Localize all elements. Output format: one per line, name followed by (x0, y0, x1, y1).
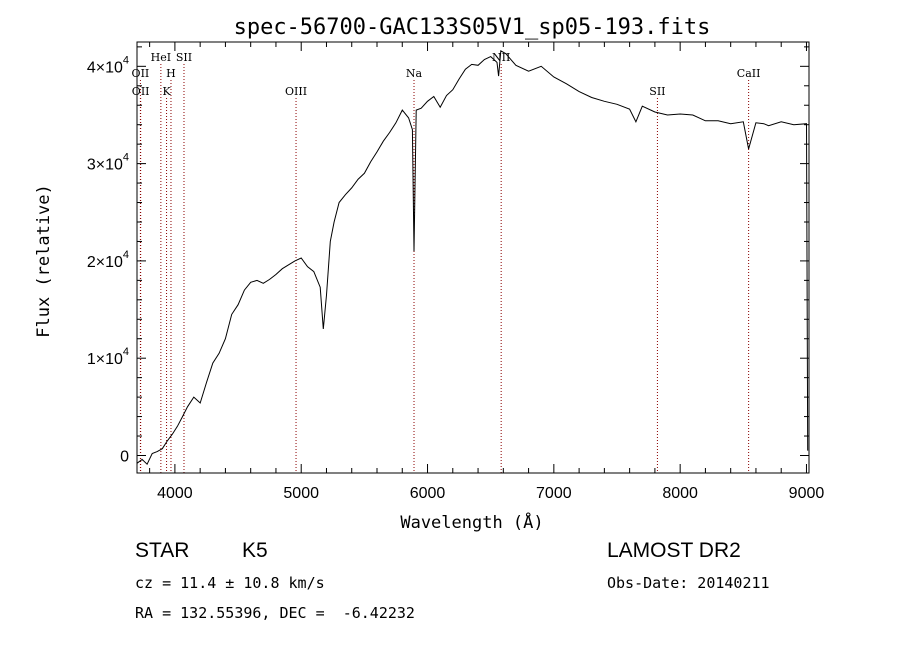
line-marker-label-1: OII (132, 85, 150, 98)
y-tick-mantissa: 4×10 (87, 59, 123, 76)
y-tick-label-2: 2×104 (87, 249, 129, 271)
object-class: STAR (135, 539, 190, 562)
line-marker-label-4: H (166, 67, 176, 80)
y-tick-label-3: 3×104 (87, 152, 129, 174)
y-tick-mantissa: 1×10 (87, 351, 123, 368)
x-tick-label-1: 5000 (283, 485, 319, 502)
y-tick-exponent: 4 (123, 54, 129, 66)
line-marker-label-3: K (162, 85, 171, 98)
line-marker-label-0: OII (132, 67, 150, 80)
y-tick-exponent: 4 (123, 152, 129, 164)
x-tick-label-5: 9000 (789, 485, 825, 502)
object-subclass: K5 (242, 539, 268, 562)
spectrum-line-0 (136, 49, 809, 466)
axis-ticks: 4000 5000 6000 7000 8000 900001×1042×1043×104… (87, 42, 825, 502)
y-tick-label-0: 0 (120, 448, 129, 465)
line-marker-label-10: CaII (737, 67, 761, 80)
series-layer (136, 49, 809, 466)
y-tick-exponent: 4 (123, 249, 129, 261)
obs-date-text: Obs-Date: 20140211 (607, 574, 770, 592)
coordinates-text: RA = 132.55396, DEC = -6.42232 (135, 604, 415, 622)
y-tick-label-4: 4×104 (87, 54, 129, 76)
redshift-text: cz = 11.4 ± 10.8 km/s (135, 574, 325, 592)
line-marker-label-8: NII (492, 51, 510, 64)
line-marker-label-2: HeI (151, 51, 171, 64)
y-axis-title: Flux (relative) (34, 184, 54, 338)
x-axis-title: Wavelength (Å) (400, 511, 543, 533)
x-tick-label-0: 4000 (157, 485, 193, 502)
y-tick-exponent: 4 (123, 346, 129, 358)
survey-name: LAMOST DR2 (607, 539, 741, 562)
x-tick-label-2: 6000 (410, 485, 446, 502)
plot-frame (136, 41, 810, 474)
line-marker-label-9: SII (649, 85, 665, 98)
line-marker-label-7: Na (406, 67, 423, 80)
y-tick-mantissa: 2×10 (87, 254, 123, 271)
y-tick-mantissa: 0 (120, 448, 129, 465)
line-marker-label-5: SII (176, 51, 192, 64)
chart-title: spec-56700-GAC133S05V1_sp05-193.fits (234, 15, 711, 40)
x-tick-label-4: 8000 (662, 485, 698, 502)
line-marker-label-6: OIII (285, 85, 307, 98)
y-tick-label-1: 1×104 (87, 346, 129, 368)
x-tick-label-3: 7000 (536, 485, 572, 502)
y-tick-mantissa: 3×10 (87, 157, 123, 174)
